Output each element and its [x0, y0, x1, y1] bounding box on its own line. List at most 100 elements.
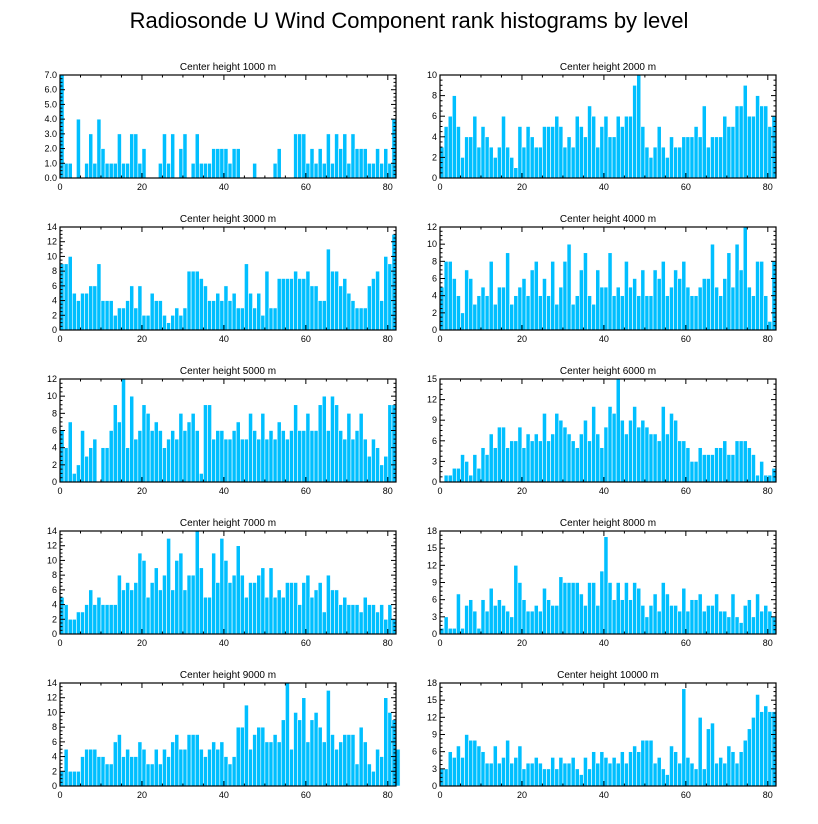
bar [456, 745, 461, 787]
bar [362, 148, 368, 179]
bar [76, 300, 81, 331]
panel-title: Center height 3000 m [180, 214, 276, 225]
bar [550, 261, 556, 331]
bar [182, 748, 188, 787]
bar [211, 300, 217, 331]
bar [497, 426, 502, 483]
bar [722, 278, 728, 331]
bar [92, 162, 98, 179]
y-tick-label: 8 [52, 722, 57, 732]
bar [350, 604, 356, 635]
bar [219, 430, 225, 483]
y-tick-label: 3 [432, 612, 437, 622]
bar [701, 105, 707, 179]
bar [186, 270, 192, 331]
bar [367, 604, 372, 635]
y-tick-label: 8 [432, 91, 437, 101]
y-tick-label: 6 [52, 585, 57, 595]
bar [554, 605, 560, 635]
bar [371, 438, 376, 483]
bar [264, 270, 270, 331]
bar [648, 605, 654, 635]
bar [697, 717, 703, 787]
bar [636, 587, 642, 635]
bar [714, 447, 719, 483]
bar [334, 270, 339, 331]
bar [313, 430, 319, 483]
bar [321, 611, 327, 635]
bar [615, 286, 621, 331]
bar [595, 146, 601, 179]
bar [574, 447, 580, 483]
bar [447, 115, 453, 179]
y-tick-label: 15 [427, 543, 437, 553]
bar [611, 136, 617, 179]
bar [738, 269, 744, 331]
x-tick-label: 80 [763, 790, 773, 800]
bar [387, 404, 393, 483]
bar [100, 300, 106, 331]
bar [607, 762, 613, 787]
bar [591, 115, 597, 179]
bar [628, 599, 633, 635]
bar [673, 269, 678, 331]
bar [153, 300, 159, 331]
bar [182, 589, 188, 635]
bar [570, 146, 576, 179]
bar [480, 447, 486, 483]
bar [223, 285, 229, 331]
bar [460, 454, 465, 483]
bar [334, 133, 339, 179]
bar [371, 278, 376, 331]
bar [170, 741, 176, 787]
bar [517, 286, 523, 331]
bar [182, 430, 188, 483]
bar [338, 285, 344, 331]
bar [595, 433, 601, 483]
bar [321, 162, 327, 179]
y-tick-label: 12 [427, 222, 437, 232]
bar [681, 136, 687, 179]
bar [456, 593, 461, 635]
bar [484, 454, 490, 483]
bar [313, 712, 319, 787]
bar [513, 167, 519, 179]
x-tick-label: 80 [383, 182, 393, 192]
bar [726, 126, 732, 179]
bar [472, 454, 478, 483]
bar [121, 589, 126, 635]
bar [194, 430, 200, 483]
bar [685, 286, 691, 331]
bar [297, 133, 303, 179]
bar [742, 85, 748, 179]
bar [367, 455, 372, 483]
bar [100, 604, 106, 635]
bar [529, 762, 535, 787]
bar [681, 440, 687, 483]
bar [525, 610, 531, 635]
bar [354, 430, 360, 483]
bar [174, 560, 180, 635]
bar [468, 739, 474, 787]
panel-2: Center height 2000 m 0 20 40 60 80 0 2 4 6 8 10 [427, 62, 777, 192]
y-tick-label: 2 [52, 614, 57, 624]
x-tick-label: 80 [763, 334, 773, 344]
bar [533, 605, 539, 635]
y-tick-label: 8 [52, 570, 57, 580]
bar [129, 285, 135, 331]
bar [358, 726, 364, 787]
bar [305, 162, 311, 179]
bar [599, 286, 605, 331]
bar [129, 756, 135, 787]
bar [529, 136, 535, 179]
bar [354, 604, 360, 635]
bar [759, 461, 765, 483]
bar [468, 599, 474, 635]
panel-title: Center height 6000 m [560, 366, 656, 377]
bar [443, 126, 449, 179]
bar [611, 413, 617, 483]
bar [628, 419, 633, 483]
bar [751, 454, 756, 483]
bar [350, 438, 356, 483]
bar [145, 413, 151, 483]
